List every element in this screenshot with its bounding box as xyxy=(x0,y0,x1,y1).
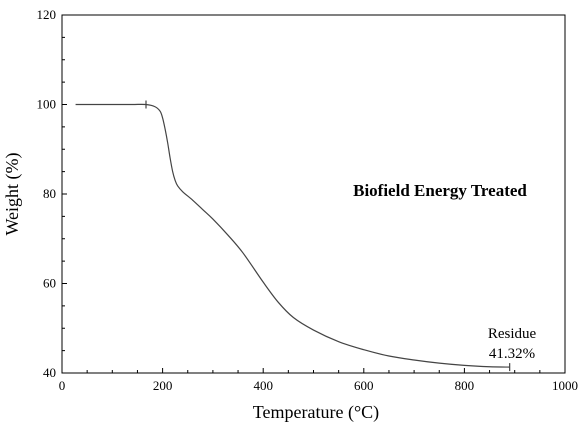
x-tick-label: 200 xyxy=(153,378,173,393)
y-axis: 40 60 80 100 120 xyxy=(37,7,67,380)
y-tick-label: 40 xyxy=(43,365,56,380)
x-tick-label: 0 xyxy=(59,378,66,393)
y-tick-label: 120 xyxy=(37,7,57,22)
y-tick-label: 80 xyxy=(43,186,56,201)
residue-label: Residue xyxy=(488,326,537,342)
residue-value: 41.32% xyxy=(489,346,535,362)
x-axis: 0 200 400 600 800 1000 xyxy=(59,368,578,393)
curve-markers xyxy=(145,100,511,372)
x-tick-label: 400 xyxy=(253,378,273,393)
x-tick-label: 800 xyxy=(455,378,475,393)
weight-loss-curve xyxy=(75,103,510,368)
x-tick-label: 600 xyxy=(354,378,374,393)
x-tick-label: 1000 xyxy=(552,378,578,393)
x-axis-title: Temperature (°C) xyxy=(253,402,379,423)
y-axis-title: Weight (%) xyxy=(2,152,23,235)
y-tick-label: 100 xyxy=(37,97,57,112)
y-tick-label: 60 xyxy=(43,276,56,291)
treatment-label: Biofield Energy Treated xyxy=(353,181,527,200)
